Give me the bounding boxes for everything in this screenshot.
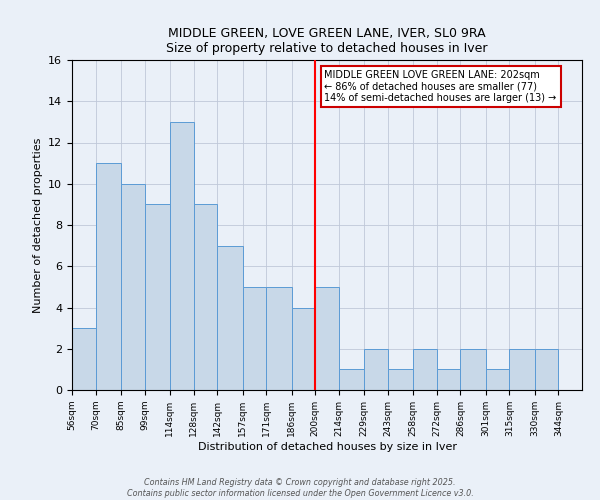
Bar <box>315 287 339 390</box>
Title: MIDDLE GREEN, LOVE GREEN LANE, IVER, SL0 9RA
Size of property relative to detach: MIDDLE GREEN, LOVE GREEN LANE, IVER, SL0… <box>166 26 488 54</box>
Bar <box>535 349 559 390</box>
Bar <box>413 349 437 390</box>
Bar <box>486 370 509 390</box>
Y-axis label: Number of detached properties: Number of detached properties <box>32 138 43 312</box>
Bar <box>145 204 170 390</box>
Bar <box>437 370 460 390</box>
Bar <box>364 349 388 390</box>
Bar <box>170 122 194 390</box>
X-axis label: Distribution of detached houses by size in Iver: Distribution of detached houses by size … <box>197 442 457 452</box>
Bar <box>339 370 364 390</box>
Bar <box>121 184 145 390</box>
Bar <box>72 328 95 390</box>
Text: MIDDLE GREEN LOVE GREEN LANE: 202sqm
← 86% of detached houses are smaller (77)
1: MIDDLE GREEN LOVE GREEN LANE: 202sqm ← 8… <box>325 70 557 103</box>
Text: Contains HM Land Registry data © Crown copyright and database right 2025.
Contai: Contains HM Land Registry data © Crown c… <box>127 478 473 498</box>
Bar <box>95 163 121 390</box>
Bar <box>509 349 535 390</box>
Bar <box>388 370 413 390</box>
Bar <box>217 246 242 390</box>
Bar <box>266 287 292 390</box>
Bar <box>194 204 217 390</box>
Bar <box>242 287 266 390</box>
Bar <box>460 349 486 390</box>
Bar <box>292 308 315 390</box>
